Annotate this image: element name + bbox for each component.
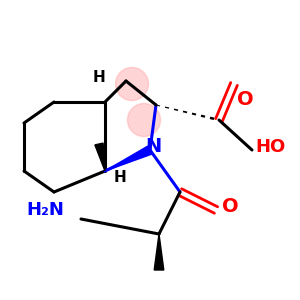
Polygon shape [105, 146, 152, 171]
Text: HO: HO [255, 138, 285, 156]
Text: O: O [222, 197, 238, 217]
Polygon shape [154, 234, 164, 270]
Text: N: N [145, 137, 161, 157]
Text: O: O [237, 90, 253, 109]
Circle shape [116, 68, 148, 100]
Text: H: H [93, 70, 105, 86]
Polygon shape [95, 143, 105, 171]
Text: H: H [114, 169, 127, 184]
Circle shape [128, 103, 160, 136]
Text: H₂N: H₂N [26, 201, 64, 219]
